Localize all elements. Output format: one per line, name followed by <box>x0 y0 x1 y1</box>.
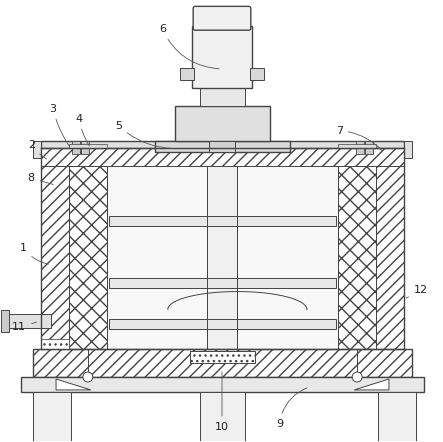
FancyBboxPatch shape <box>193 6 251 30</box>
Bar <box>175 106 270 141</box>
Bar <box>41 149 69 349</box>
Bar <box>109 278 336 288</box>
Bar <box>41 149 404 166</box>
Bar <box>338 145 376 149</box>
Text: 9: 9 <box>276 388 307 429</box>
Bar <box>41 141 404 149</box>
Bar <box>338 166 376 349</box>
Bar <box>72 141 80 154</box>
Text: 1: 1 <box>20 243 48 264</box>
Bar <box>6 314 51 328</box>
Bar <box>207 166 237 349</box>
Bar <box>404 141 412 158</box>
Text: 12: 12 <box>406 285 428 298</box>
Bar <box>33 141 41 158</box>
Bar <box>41 339 69 349</box>
Text: 11: 11 <box>12 322 36 332</box>
Bar <box>81 141 89 154</box>
Circle shape <box>83 372 93 382</box>
Bar <box>33 392 71 442</box>
Bar <box>200 392 245 442</box>
Bar <box>21 377 424 392</box>
Bar <box>109 216 336 226</box>
Bar <box>250 68 264 80</box>
Bar <box>33 349 412 377</box>
Bar <box>192 26 252 88</box>
Bar <box>155 141 290 152</box>
Bar <box>376 149 404 349</box>
Bar <box>190 351 255 363</box>
Bar <box>200 88 245 106</box>
Bar <box>107 166 338 349</box>
Text: 10: 10 <box>215 372 229 432</box>
Text: 7: 7 <box>336 126 382 150</box>
Text: 4: 4 <box>75 114 89 146</box>
Text: 2: 2 <box>27 141 47 159</box>
Text: 3: 3 <box>50 104 70 146</box>
Text: 6: 6 <box>159 24 219 69</box>
Polygon shape <box>354 379 389 390</box>
Bar <box>180 68 194 80</box>
Text: 5: 5 <box>115 121 172 149</box>
Bar <box>109 320 336 329</box>
Bar <box>69 145 107 149</box>
Bar <box>356 141 364 154</box>
Bar <box>33 349 412 377</box>
Bar <box>1 310 9 332</box>
Polygon shape <box>56 379 91 390</box>
Bar <box>69 166 107 349</box>
Text: 8: 8 <box>27 173 53 184</box>
Bar <box>378 392 416 442</box>
Bar <box>209 141 235 152</box>
Circle shape <box>352 372 362 382</box>
Bar <box>365 141 373 154</box>
